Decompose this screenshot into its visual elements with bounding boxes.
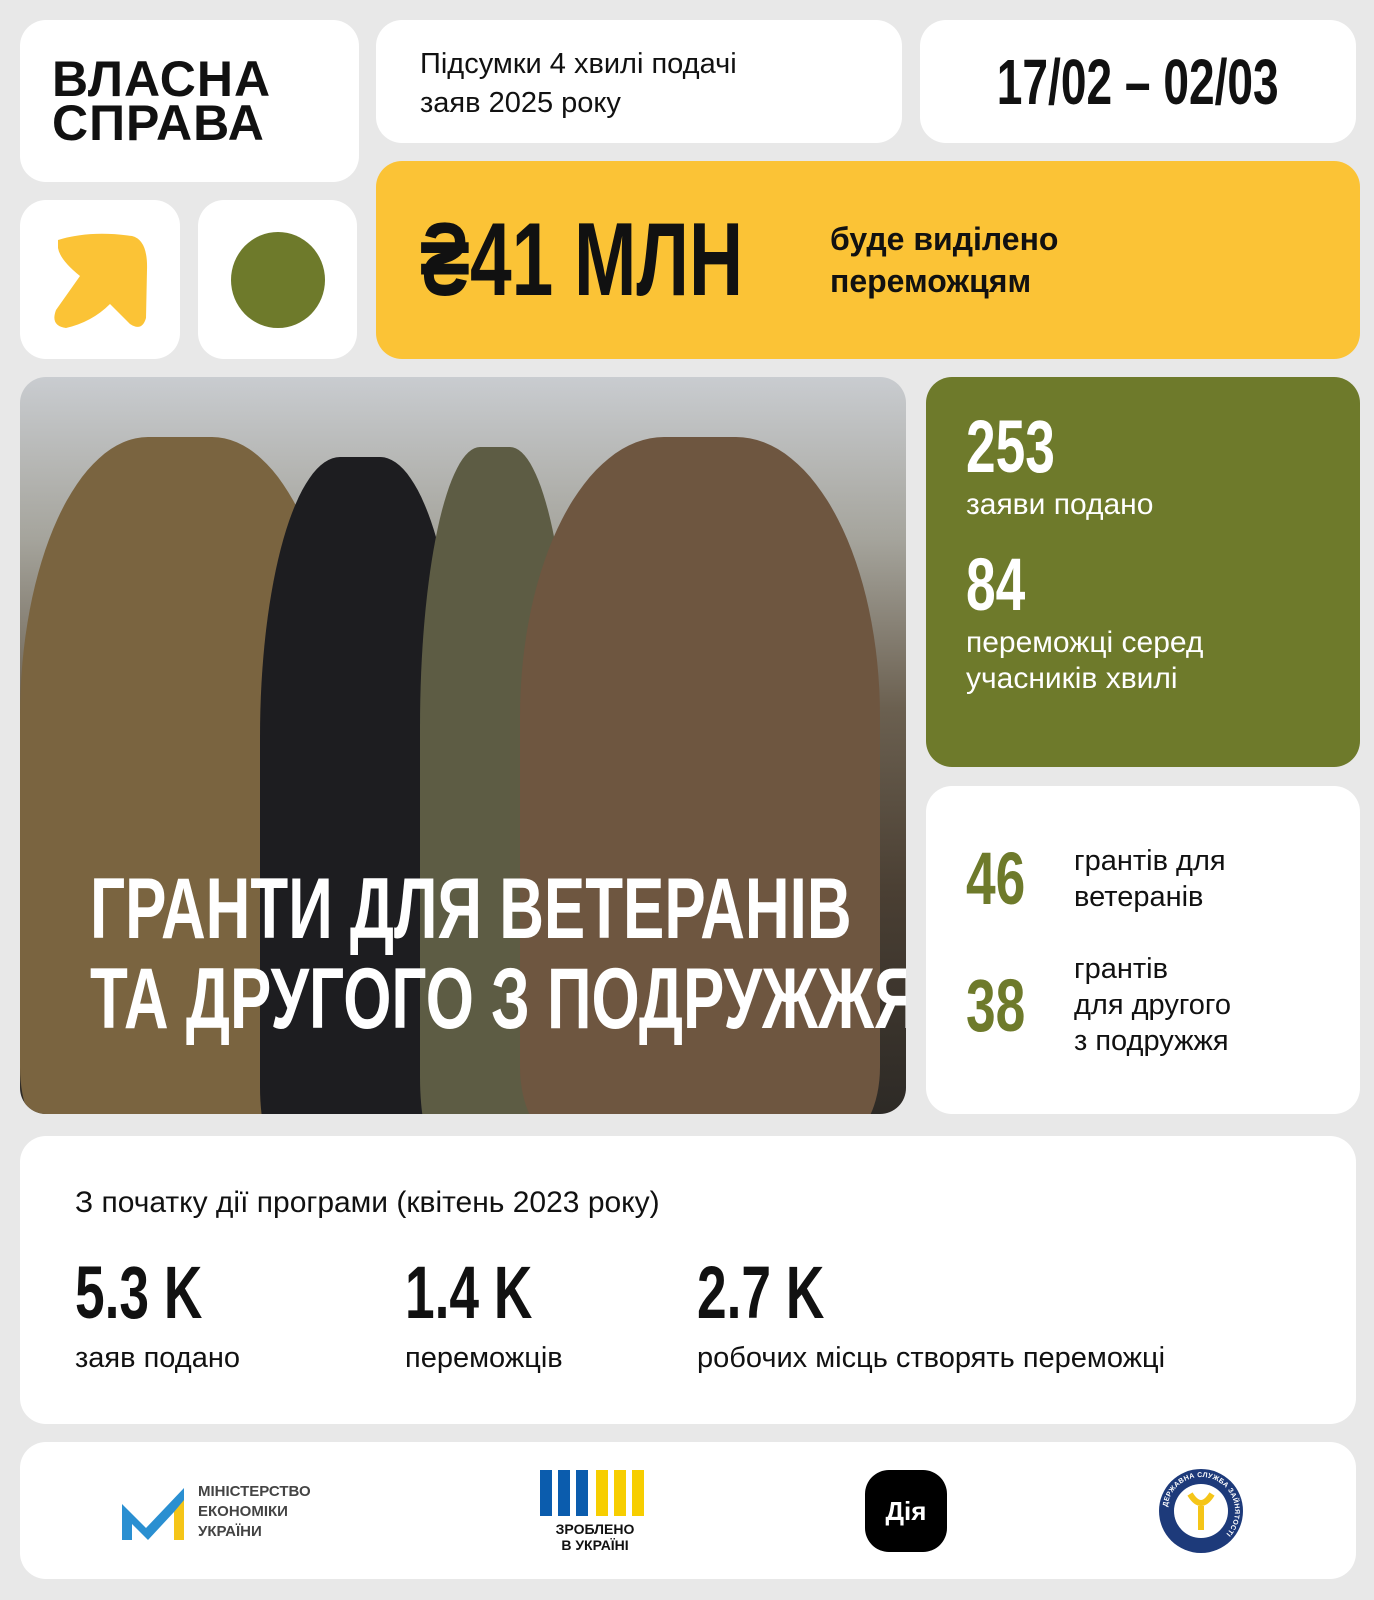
- made-in-text: В УКРАЇНІ: [561, 1537, 629, 1553]
- brand-line1: ВЛАСНА: [52, 51, 272, 107]
- funding-caption-1: буде виділено: [830, 221, 1059, 257]
- diia-logo: Дія: [865, 1470, 947, 1552]
- grant-row-veterans: 46 грантів для ветеранів: [966, 836, 1320, 921]
- flag-stripes-icon: [540, 1470, 644, 1516]
- program-stat: 2.7 K робочих місць створять переможці: [697, 1250, 1165, 1375]
- ministry-text: УКРАЇНИ: [198, 1523, 262, 1540]
- stat-label: заяв подано: [75, 1342, 240, 1374]
- funding-caption-2: переможцям: [830, 263, 1032, 299]
- date-range: 17/02 – 02/03: [997, 45, 1279, 118]
- title-line1: Підсумки 4 хвилі подачі: [420, 48, 737, 80]
- title-line2: заяв 2025 року: [420, 87, 621, 119]
- partner-logos: МІНІСТЕРСТВО ЕКОНОМІКИ УКРАЇНИ ЗРОБЛЕНО В У…: [20, 1442, 1356, 1579]
- grant-value: 38: [966, 963, 1026, 1047]
- grant-label: з подружжя: [1074, 1025, 1229, 1057]
- program-stat: 5.3 K заяв подано: [75, 1250, 405, 1375]
- stat-value: 2.7 K: [697, 1251, 825, 1334]
- employment-service-emblem-icon: ДЕРЖАВНА СЛУЖБА ЗАЙНЯТОСТІ: [1159, 1469, 1243, 1553]
- stat-label: робочих місць створять переможці: [697, 1342, 1166, 1374]
- ministry-text: ЕКОНОМІКИ: [198, 1503, 288, 1520]
- diia-text: Дія: [885, 1495, 927, 1526]
- program-totals: З початку дії програми (квітень 2023 рок…: [20, 1136, 1356, 1424]
- page-title: Підсумки 4 хвилі подачі заяв 2025 року: [376, 20, 902, 143]
- winners-count: 84: [966, 543, 1026, 626]
- date-range-card: 17/02 – 02/03: [920, 20, 1356, 143]
- arrow-shape-card: [20, 200, 180, 359]
- photo-headline-1: ГРАНТИ ДЛЯ ВЕТЕРАНІВ: [90, 861, 852, 957]
- funding-amount: ₴41 МЛН: [420, 201, 744, 318]
- made-in-text: ЗРОБЛЕНО: [555, 1521, 635, 1537]
- grant-value: 46: [966, 837, 1026, 920]
- winners-label-2: учасників хвилі: [966, 662, 1178, 695]
- program-heading: З початку дії програми (квітень 2023 рок…: [75, 1186, 660, 1219]
- arrow-shape-icon: [54, 233, 148, 328]
- stat-value: 5.3 K: [75, 1251, 203, 1334]
- ministry-m-icon: [122, 1488, 184, 1540]
- veterans-photo: ГРАНТИ ДЛЯ ВЕТЕРАНІВ ТА ДРУГОГО З ПОДРУЖ…: [20, 377, 906, 1114]
- wave-stats: 253 заяви подано 84 переможці серед учас…: [926, 377, 1360, 767]
- applications-label: заяви подано: [966, 488, 1154, 521]
- stat-label: переможців: [405, 1342, 563, 1374]
- circle-icon: [231, 232, 325, 328]
- winners-label-1: переможці серед: [966, 626, 1204, 659]
- stat-value: 1.4 K: [405, 1251, 533, 1334]
- grant-breakdown: 46 грантів для ветеранів 38 грантів для др…: [926, 786, 1360, 1114]
- employment-service-logo: ДЕРЖАВНА СЛУЖБА ЗАЙНЯТОСТІ: [1158, 1468, 1244, 1559]
- circle-shape-card: [198, 200, 357, 359]
- ministry-text: МІНІСТЕРСТВО: [198, 1483, 311, 1500]
- program-stat: 1.4 K переможців: [405, 1250, 697, 1375]
- photo-headline-2: ТА ДРУГОГО З ПОДРУЖЖЯ: [90, 951, 906, 1047]
- brand-line2: СПРАВА: [52, 95, 265, 151]
- grant-label: для другого: [1074, 989, 1231, 1021]
- brand-logo: ВЛАСНА СПРАВА: [20, 20, 359, 182]
- ministry-logo: МІНІСТЕРСТВО ЕКОНОМІКИ УКРАЇНИ: [122, 1482, 311, 1542]
- funding-highlight: ₴41 МЛН буде виділено переможцям: [376, 161, 1360, 359]
- grant-row-spouse: 38 грантів для другого з подружжя: [966, 951, 1320, 1059]
- grant-label: грантів: [1074, 953, 1168, 985]
- applications-count: 253: [966, 405, 1055, 488]
- grant-label: грантів для: [1074, 844, 1226, 877]
- grant-label: ветеранів: [1074, 880, 1204, 913]
- made-in-ukraine-logo: ЗРОБЛЕНО В УКРАЇНІ: [540, 1470, 650, 1553]
